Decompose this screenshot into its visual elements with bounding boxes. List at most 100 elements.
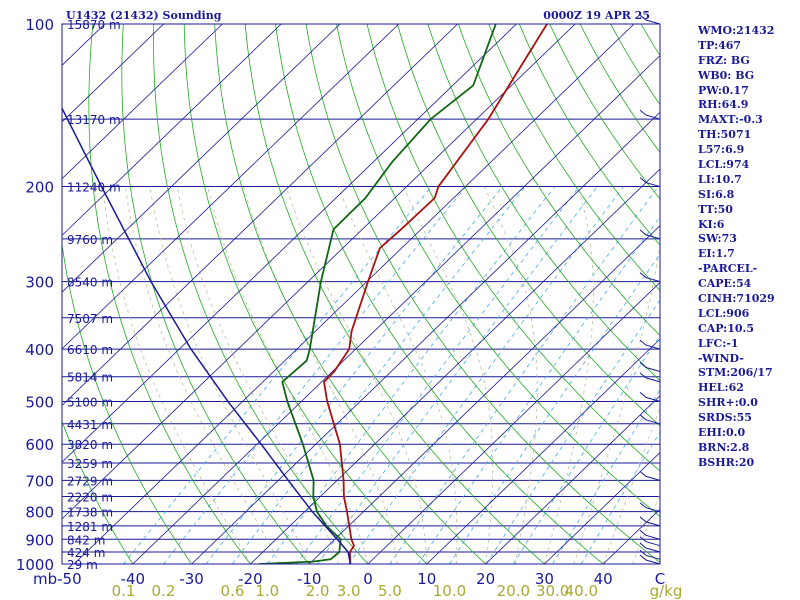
dry-adiabat	[244, 24, 545, 564]
index-item: -WIND-	[698, 351, 744, 365]
mixing-ratio-line	[232, 186, 526, 564]
valid-time: 0000Z 19 APR 25	[543, 9, 650, 22]
wind-barb	[639, 529, 661, 540]
isotherm-line	[62, 24, 576, 520]
dry-adiabat	[62, 419, 134, 564]
isotherm-line	[191, 111, 660, 564]
pressure-tick-label: 900	[25, 531, 54, 549]
index-item: SRDS:55	[698, 411, 752, 425]
temperature-tick-label: -30	[179, 570, 204, 588]
index-item: -PARCEL-	[698, 262, 758, 276]
height-label: 424 m	[67, 546, 105, 560]
dry-adiabat	[336, 24, 660, 518]
index-item: FRZ: BG	[698, 53, 750, 67]
height-label: 5814 m	[67, 371, 113, 385]
isotherm-line	[62, 24, 400, 350]
height-label: 1281 m	[67, 520, 113, 534]
isotherm-line	[62, 24, 341, 293]
height-label: 2729 m	[67, 474, 113, 488]
moist-adiabat	[483, 186, 538, 564]
index-item: KI:6	[698, 217, 725, 231]
index-item: BRN:2.8	[698, 440, 750, 454]
wind-barb	[639, 516, 661, 527]
isotherm-line	[62, 24, 164, 123]
isotherm-line	[308, 225, 660, 564]
pressure-tick-label: 700	[25, 472, 54, 490]
moist-adiabat	[149, 186, 310, 564]
mixing-ratio-line	[580, 431, 660, 564]
mixing-ratio-line	[163, 186, 467, 564]
height-label: 842 m	[67, 533, 105, 547]
pressure-tick-label: 400	[25, 341, 54, 359]
index-item: WB0: BG	[698, 68, 755, 82]
wind-barb	[639, 392, 661, 402]
temperature-tick-label: 30	[535, 570, 554, 588]
temperature-tick-label: 20	[476, 570, 495, 588]
temperature-tick-label: 40	[594, 570, 613, 588]
wind-barb	[639, 542, 661, 553]
index-item: BSHR:20	[698, 455, 755, 469]
isotherm-line	[62, 24, 517, 463]
isotherm-line	[132, 55, 660, 564]
index-item: EI:1.7	[698, 247, 735, 261]
index-item: LCL:906	[698, 306, 750, 320]
moist-adiabat	[602, 406, 660, 564]
mixing-ratio-line	[389, 186, 659, 564]
moist-adiabat	[176, 186, 339, 564]
height-label: 8540 m	[67, 276, 113, 290]
dry-adiabat	[427, 24, 660, 382]
mixing-ratio-label: 30.0	[536, 582, 569, 600]
temperature-tick-label: -20	[238, 570, 263, 588]
index-item: TP:467	[698, 38, 742, 52]
dry-adiabat	[121, 24, 310, 564]
temperature-profile	[323, 24, 548, 564]
moist-adiabat	[102, 186, 251, 564]
mixing-ratio-label: 0.1	[112, 582, 136, 600]
mixing-ratio-line	[449, 253, 660, 564]
wind-barb	[639, 229, 661, 240]
moist-adiabat	[402, 186, 494, 564]
dry-adiabat	[62, 24, 192, 564]
isotherm-line	[426, 338, 660, 564]
wind-barb	[639, 372, 661, 383]
height-label: 9760 m	[67, 233, 113, 247]
wind-barb	[639, 362, 661, 372]
mixing-ratio-line	[266, 186, 556, 564]
height-label: 29 m	[67, 558, 98, 572]
isotherm-line	[62, 24, 458, 407]
mixing-ratio-label: 0.2	[152, 582, 176, 600]
index-item: CAP:10.5	[698, 321, 755, 335]
index-item: PW:0.17	[698, 83, 749, 97]
index-item: SI:6.8	[698, 187, 735, 201]
dry-adiabat	[88, 24, 251, 564]
temperature-tick-label: -40	[121, 570, 146, 588]
moist-adiabat	[544, 186, 594, 564]
index-item: TH:5071	[698, 128, 752, 142]
wind-barb	[639, 549, 661, 560]
dry-adiabat	[458, 24, 660, 337]
index-item: LCL:974	[698, 158, 750, 172]
mixing-ratio-line	[205, 186, 503, 564]
wind-barb	[639, 502, 661, 513]
mixing-ratio-label: 5.0	[378, 582, 402, 600]
moist-adiabat	[125, 186, 281, 564]
isotherm-line	[367, 281, 660, 564]
mixing-ratio-label: 2.0	[306, 582, 330, 600]
dry-adiabat	[366, 24, 660, 472]
pressure-tick-label: 600	[25, 436, 54, 454]
pressure-tick-label: 500	[25, 393, 54, 411]
pressure-tick-label: 1000	[16, 556, 54, 574]
mixing-ratio-label: 10.0	[433, 582, 466, 600]
height-label: 4431 m	[67, 418, 113, 432]
isotherm-line	[485, 395, 660, 564]
index-item: CAPE:54	[698, 277, 752, 291]
height-label: 13170 m	[67, 113, 121, 127]
isotherm-line	[73, 24, 635, 564]
mixing-ratio-label: 3.0	[337, 582, 361, 600]
dry-adiabat	[397, 24, 660, 427]
dry-adiabat	[488, 24, 660, 292]
height-label: 3259 m	[67, 457, 113, 471]
wind-barb	[639, 471, 661, 481]
temperature-tick-label: 10	[417, 570, 436, 588]
